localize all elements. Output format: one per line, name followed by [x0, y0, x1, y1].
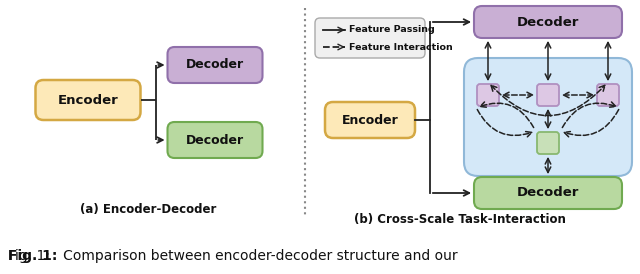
FancyBboxPatch shape: [35, 80, 141, 120]
FancyBboxPatch shape: [464, 58, 632, 176]
Text: Fig. 1:   Comparison between encoder-decoder structure and our: Fig. 1: Comparison between encoder-decod…: [8, 249, 458, 263]
Text: Decoder: Decoder: [517, 187, 579, 199]
FancyBboxPatch shape: [477, 84, 499, 106]
Text: Encoder: Encoder: [58, 93, 118, 107]
FancyBboxPatch shape: [537, 132, 559, 154]
Text: Decoder: Decoder: [186, 133, 244, 147]
FancyBboxPatch shape: [325, 102, 415, 138]
Text: Feature Interaction: Feature Interaction: [349, 42, 452, 52]
Text: Encoder: Encoder: [342, 113, 398, 127]
FancyBboxPatch shape: [168, 122, 262, 158]
Text: (a) Encoder-Decoder: (a) Encoder-Decoder: [80, 204, 216, 216]
FancyBboxPatch shape: [474, 177, 622, 209]
FancyBboxPatch shape: [597, 84, 619, 106]
Text: Decoder: Decoder: [517, 16, 579, 28]
Text: (b) Cross-Scale Task-Interaction: (b) Cross-Scale Task-Interaction: [354, 213, 566, 227]
Text: Feature Passing: Feature Passing: [349, 25, 435, 35]
FancyBboxPatch shape: [168, 47, 262, 83]
FancyBboxPatch shape: [474, 6, 622, 38]
FancyBboxPatch shape: [315, 18, 425, 58]
Text: Fig. 1:: Fig. 1:: [8, 249, 58, 263]
Text: Decoder: Decoder: [186, 59, 244, 72]
FancyBboxPatch shape: [537, 84, 559, 106]
